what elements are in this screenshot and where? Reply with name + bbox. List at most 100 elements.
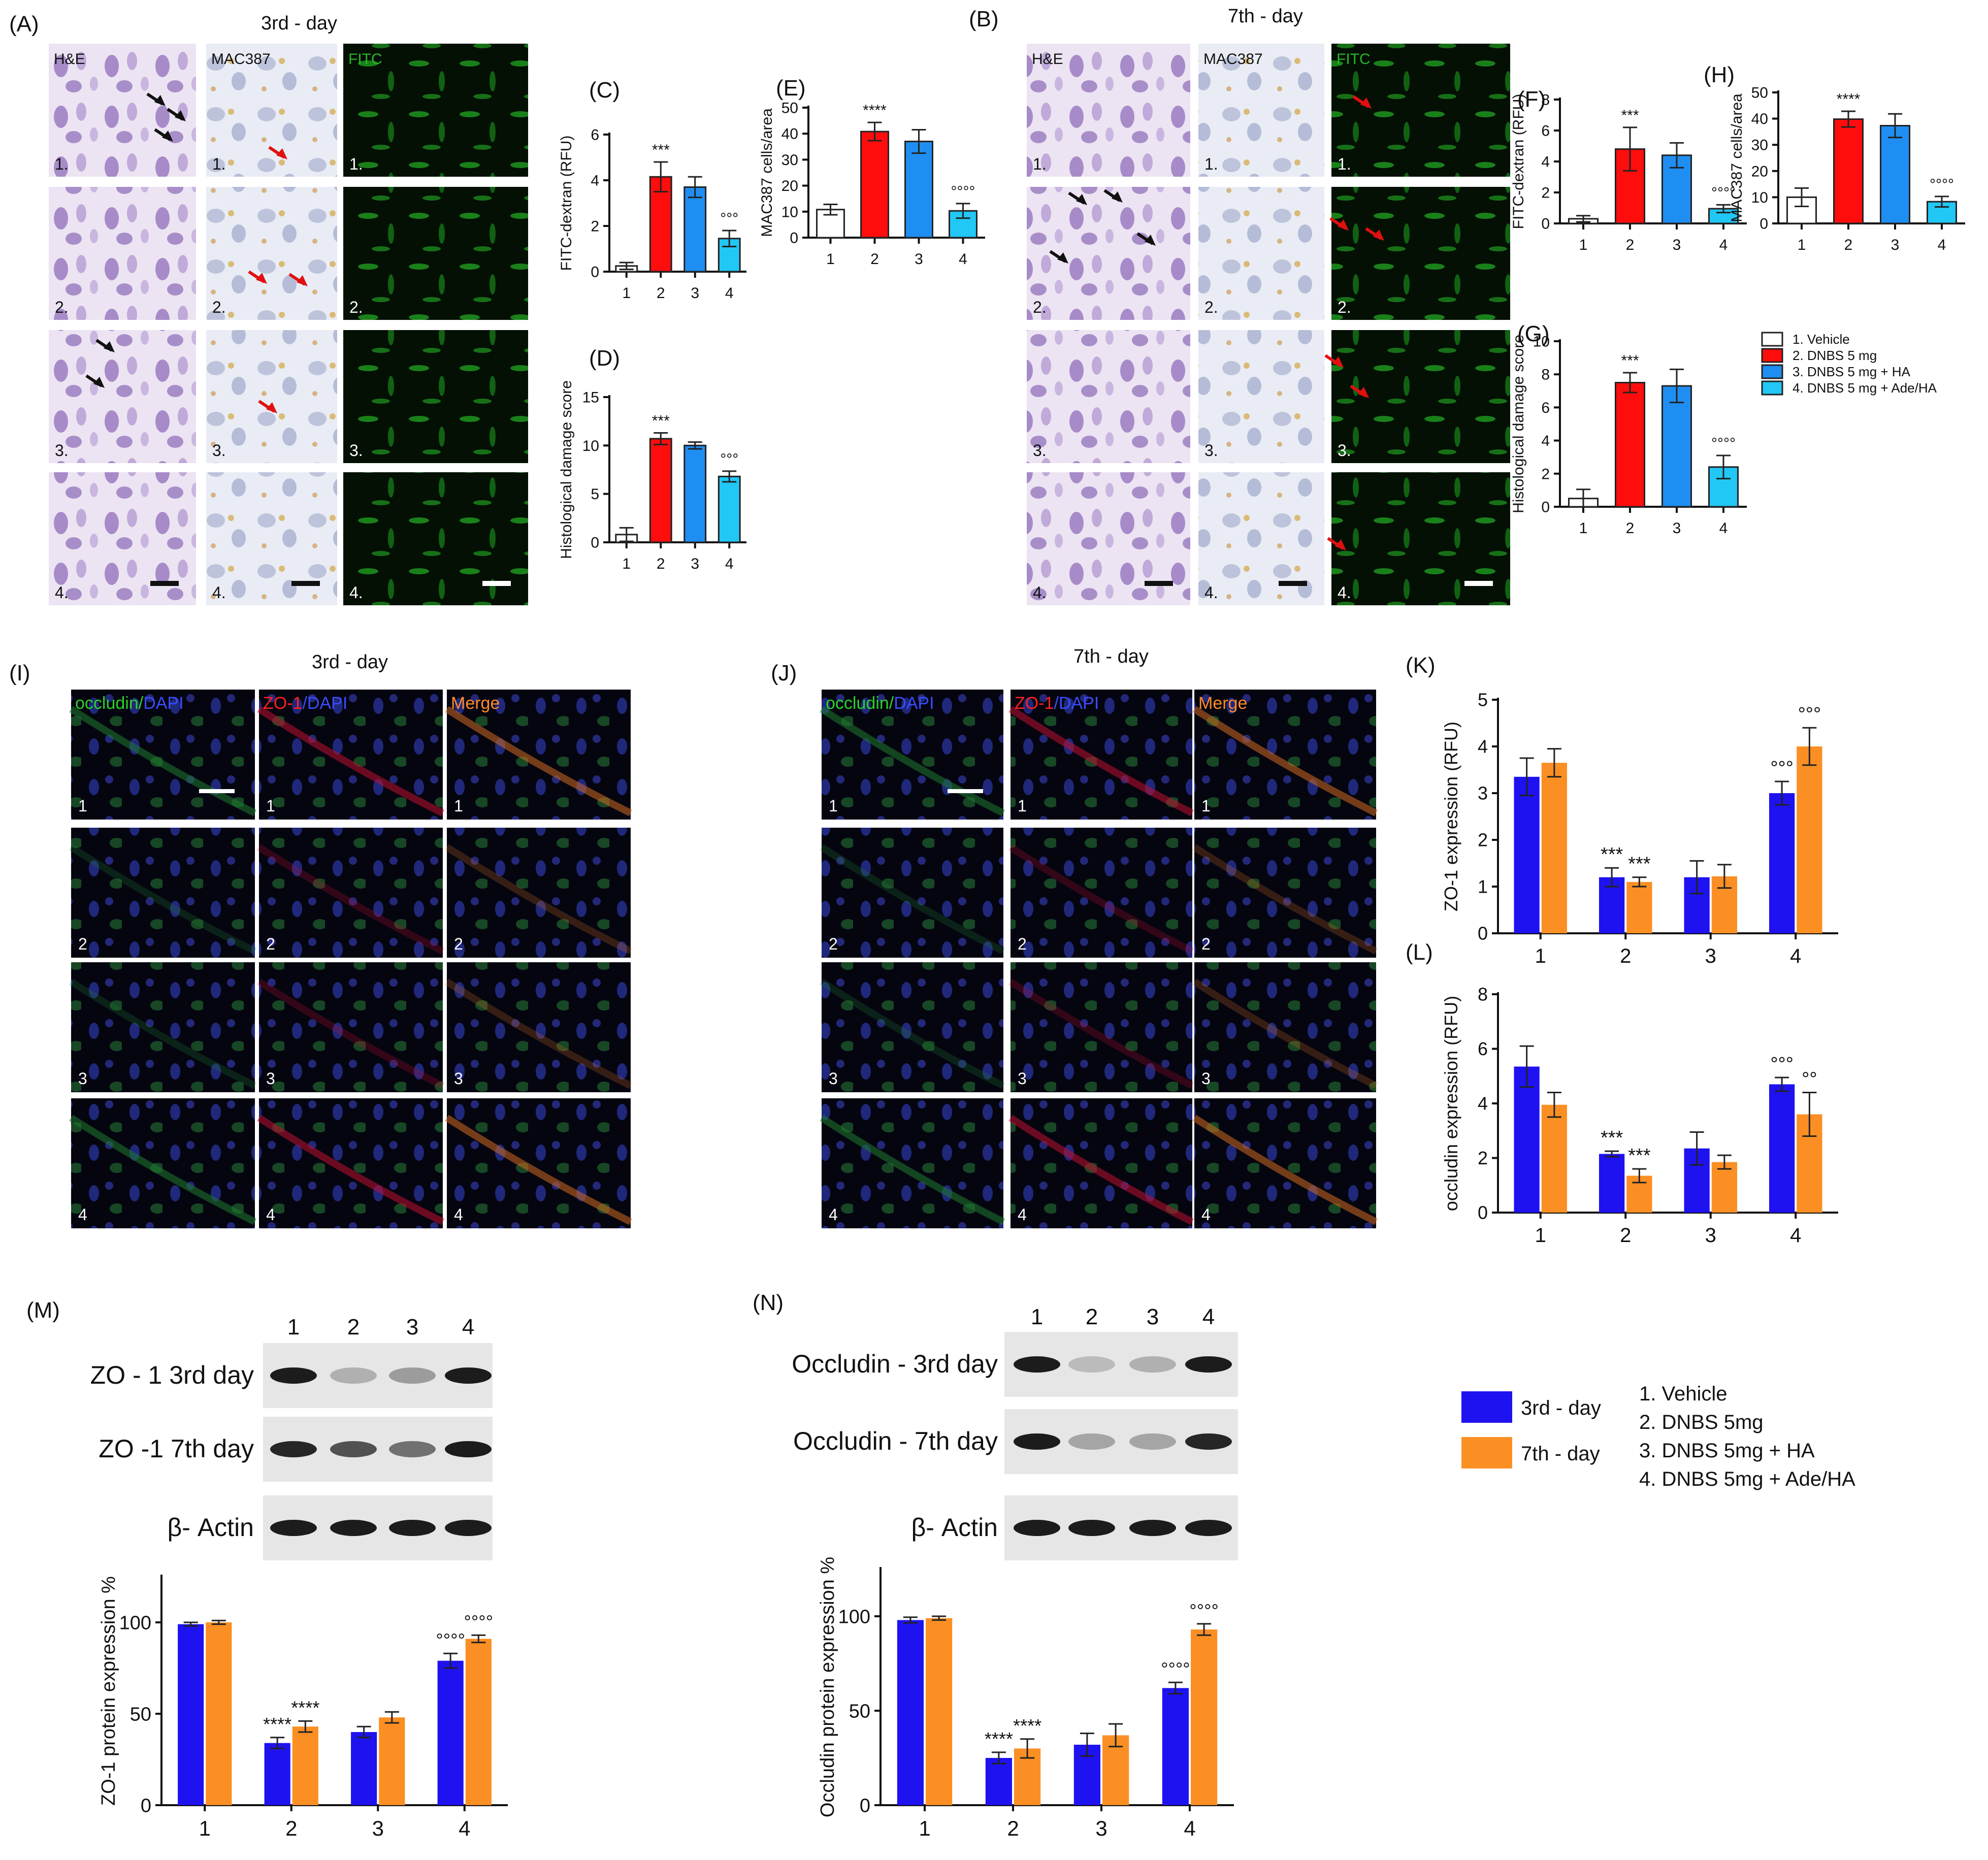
y-tick-label: 40 <box>1751 111 1768 127</box>
panel-letter-h: (H) <box>1704 62 1735 87</box>
day3-row-label: 1. <box>212 155 226 173</box>
chart-G: 0 2 4 6 8 10 Histological damage score 1 2 *** 3 4 °… <box>1510 334 1747 537</box>
y-tick-label: 20 <box>1751 163 1768 180</box>
x-tick-label: 3 <box>691 285 699 302</box>
significance-label: *** <box>1621 352 1639 369</box>
x-tick-label: 1 <box>1535 1224 1546 1247</box>
y-tick-label: 4 <box>1478 736 1488 757</box>
tissue-band <box>257 978 445 1089</box>
bar <box>1926 201 1958 224</box>
bar <box>206 1622 232 1805</box>
arrow-head-icon <box>104 341 115 352</box>
legend-top-entry: 2. DNBS 5 mg <box>1793 348 1877 363</box>
x-tick-label: 2 <box>870 251 879 268</box>
y-axis-title: ZO-1 expression (RFU) <box>1441 722 1461 911</box>
panel-letter-i: (I) <box>9 661 30 686</box>
bar <box>1626 882 1652 933</box>
x-tick-label: 4 <box>1938 237 1946 253</box>
y-tick-label: 2 <box>1478 830 1488 851</box>
day7-row-label: 2. <box>1338 298 1351 316</box>
x-tick-label: 3 <box>372 1816 384 1840</box>
day7-row-number: 3 <box>829 1069 838 1088</box>
tissue-band <box>257 706 445 817</box>
y-tick-label: 30 <box>1751 137 1768 154</box>
day3-he-image-3 <box>49 330 196 463</box>
legend-series-swatch <box>1461 1391 1512 1423</box>
significance-label: *** <box>1628 1145 1651 1166</box>
day7-row-label: 2. <box>1033 298 1047 316</box>
tissue-band <box>820 706 1005 817</box>
day3-row-label: 1. <box>55 155 69 173</box>
scale-bar <box>150 581 179 586</box>
m-lane-label: 4 <box>462 1315 474 1340</box>
bar <box>465 1639 492 1805</box>
bar <box>1541 763 1567 933</box>
x-tick-label: 3 <box>691 556 699 572</box>
x-tick-label: 3 <box>1095 1816 1107 1840</box>
significance-label: **** <box>985 1728 1013 1749</box>
day3-mac387-image-1 <box>206 44 337 177</box>
day7-col-header-occludin: occludin/DAPI <box>826 694 934 713</box>
arrow-head-icon <box>1358 387 1369 398</box>
blot-band <box>1185 1356 1232 1373</box>
day3-row-number: 3 <box>454 1069 463 1088</box>
day3-row-label: 3. <box>55 441 69 460</box>
y-tick-label: 3 <box>1478 783 1488 804</box>
arrow-head-icon <box>1112 191 1123 203</box>
legend-group-label: 1. Vehicle <box>1639 1383 1727 1405</box>
bar <box>1162 1688 1189 1805</box>
blot-band <box>1014 1356 1060 1373</box>
significance-label: °°°° <box>1930 176 1954 193</box>
chart-E: 0 10 20 30 40 50 MAC387 cells/area 1 2 **** 3 4 °°°° <box>759 100 985 268</box>
y-tick-label: 8 <box>1541 92 1550 109</box>
y-tick-label: 0 <box>591 535 599 551</box>
arrow-head-icon <box>162 130 173 142</box>
y-tick-label: 8 <box>1541 367 1550 383</box>
day7-row-number: 1 <box>829 797 838 815</box>
y-tick-label: 4 <box>591 173 599 189</box>
y-tick-label: 10 <box>1533 334 1550 350</box>
y-tick-label: 100 <box>838 1606 870 1627</box>
blot-band <box>270 1441 317 1457</box>
bar <box>1661 385 1692 508</box>
x-tick-label: 4 <box>1719 520 1728 537</box>
n-lane-label: 4 <box>1202 1304 1215 1329</box>
significance-label: *** <box>1621 107 1639 124</box>
y-axis-title: FITC-dextran (RFU) <box>1510 94 1527 230</box>
x-tick-label: 4 <box>1719 237 1728 253</box>
bar <box>904 141 933 239</box>
bar <box>1769 1084 1795 1213</box>
blot-band <box>1068 1520 1115 1536</box>
m-lane-label: 3 <box>406 1315 418 1340</box>
day7-stain-label: H&E <box>1032 51 1063 68</box>
x-tick-label: 2 <box>1620 1224 1631 1247</box>
day7-col-header-merge: Merge <box>1198 694 1247 713</box>
tissue-band <box>820 1115 1005 1225</box>
blot-band <box>445 1367 492 1384</box>
legend-swatch <box>1761 348 1783 363</box>
day7-row-number: 2 <box>1201 935 1211 953</box>
y-tick-label: 20 <box>781 178 798 194</box>
y-tick-label: 1 <box>1478 876 1488 897</box>
x-tick-label: 4 <box>1790 945 1801 967</box>
day3-col-header-occludin: occludin/DAPI <box>75 694 184 713</box>
arrow-head-icon <box>297 275 308 286</box>
scale-bar <box>948 789 983 793</box>
day3-col-header-zo1: ZO-1/DAPI <box>263 694 347 713</box>
significance-label: *** <box>1601 844 1623 865</box>
tissue-band <box>445 978 633 1089</box>
day7-if-image-2-3 <box>1011 962 1192 1092</box>
panel-letter-d: (D) <box>589 346 620 371</box>
arrow-head-icon <box>1057 252 1068 264</box>
day7-row-number: 4 <box>1201 1205 1211 1224</box>
significance-label: °°°° <box>951 183 975 200</box>
y-tick-label: 50 <box>849 1701 870 1722</box>
day7-stain-label: MAC387 <box>1203 51 1263 68</box>
day3-row-label: 3. <box>349 441 363 460</box>
blot-band <box>1068 1433 1115 1450</box>
y-tick-label: 10 <box>1751 189 1768 206</box>
day7-row-label: 1. <box>1204 155 1218 173</box>
day7-stain-label: FITC <box>1337 51 1371 68</box>
day3-row-label: 2. <box>349 298 363 316</box>
x-tick-label: 3 <box>1673 237 1681 253</box>
